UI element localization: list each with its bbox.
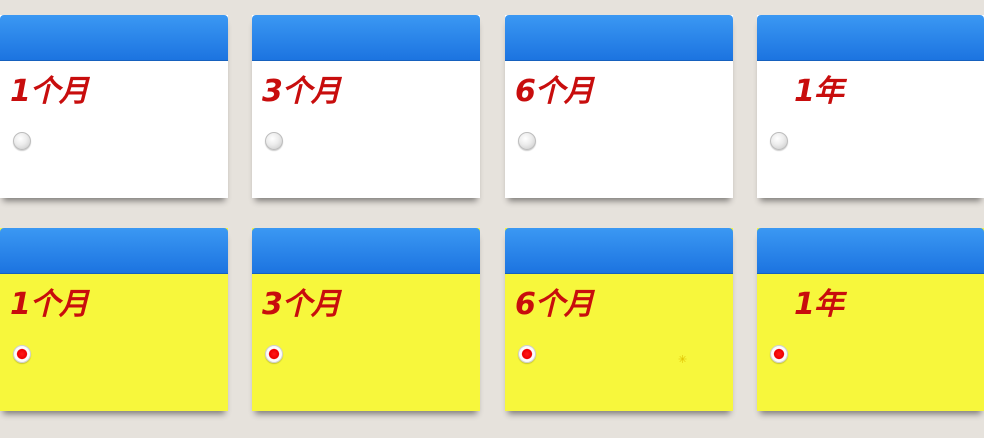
plan-label: 1年 xyxy=(794,287,844,322)
plan-label: 6个月 xyxy=(515,74,594,109)
card-header xyxy=(252,228,480,274)
card-header xyxy=(252,15,480,61)
card-header xyxy=(757,15,984,61)
radio-unchecked-icon[interactable] xyxy=(265,132,283,150)
card-header xyxy=(757,228,984,274)
radio-unchecked-icon[interactable] xyxy=(770,132,788,150)
card-header xyxy=(505,15,733,61)
radio-checked-icon[interactable] xyxy=(518,345,536,363)
radio-checked-icon[interactable] xyxy=(770,345,788,363)
card-header xyxy=(505,228,733,274)
plan-card-1-year[interactable]: 1年 xyxy=(757,15,984,198)
plan-label: 6个月 xyxy=(515,287,594,322)
plan-label: 1年 xyxy=(794,74,844,109)
plan-card-3-months-selected[interactable]: 3个月 xyxy=(252,228,480,411)
radio-unchecked-icon[interactable] xyxy=(13,132,31,150)
plan-card-6-months[interactable]: 6个月 xyxy=(505,15,733,198)
plan-label: 3个月 xyxy=(262,74,341,109)
radio-unchecked-icon[interactable] xyxy=(518,132,536,150)
plan-card-6-months-selected[interactable]: 6个月 ✳ xyxy=(505,228,733,411)
plan-card-1-month[interactable]: 1个月 xyxy=(0,15,228,198)
plan-label: 1个月 xyxy=(10,287,89,322)
radio-checked-icon[interactable] xyxy=(265,345,283,363)
plan-card-1-year-selected[interactable]: 1年 xyxy=(757,228,984,411)
radio-checked-icon[interactable] xyxy=(13,345,31,363)
plan-label: 1个月 xyxy=(10,74,89,109)
plan-label: 3个月 xyxy=(262,287,341,322)
plan-card-1-month-selected[interactable]: 1个月 xyxy=(0,228,228,411)
card-header xyxy=(0,15,228,61)
decorative-speck: ✳ xyxy=(678,353,688,366)
card-header xyxy=(0,228,228,274)
plan-card-3-months[interactable]: 3个月 xyxy=(252,15,480,198)
